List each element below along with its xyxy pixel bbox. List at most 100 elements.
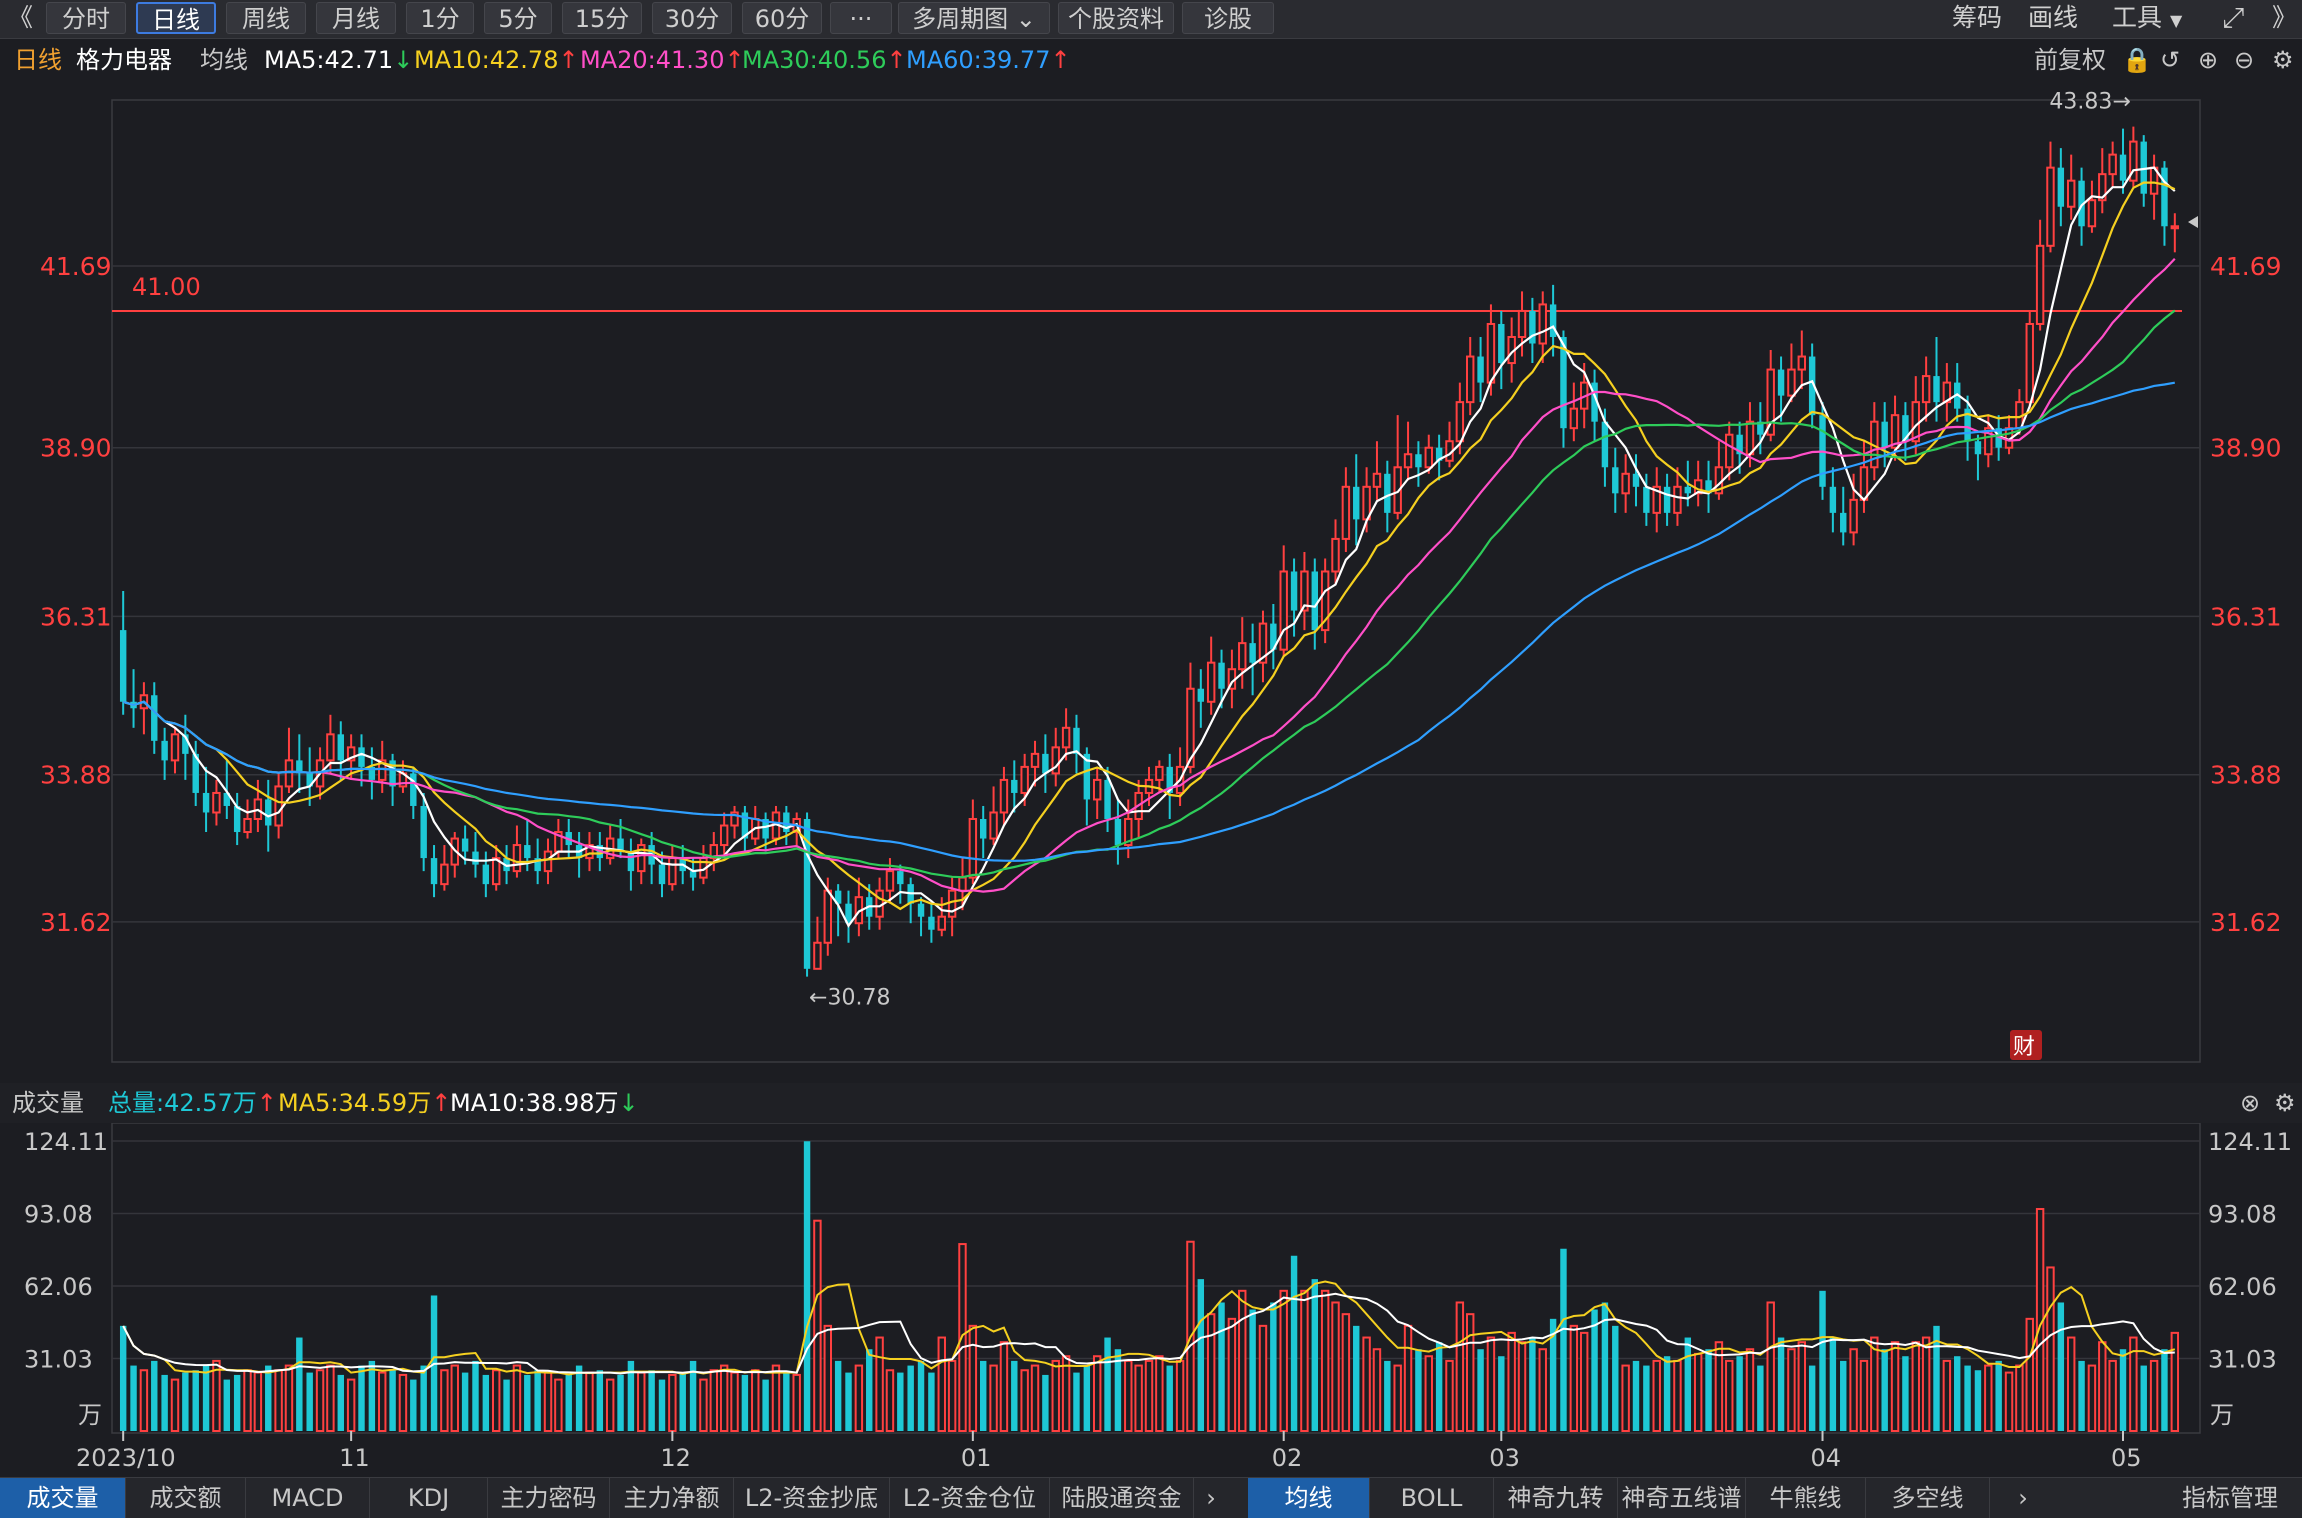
volume-bar xyxy=(875,1336,884,1433)
draw-button[interactable]: 画线 xyxy=(2028,3,2079,32)
volume-bar xyxy=(450,1364,459,1433)
candle-body xyxy=(1279,570,1288,651)
period-button[interactable]: 30分 xyxy=(652,2,732,34)
y-tick-label-right: 41.69 xyxy=(2210,252,2282,281)
period-button[interactable]: 周线 xyxy=(226,2,306,34)
volume-bar xyxy=(482,1374,490,1431)
indicator-tab[interactable]: MACD xyxy=(246,1478,370,1518)
period-button[interactable]: 分时 xyxy=(46,2,126,34)
reference-line-label: 41.00 xyxy=(132,273,201,301)
candle-body xyxy=(2025,322,2034,404)
x-tick-label: 04 xyxy=(1811,1444,1842,1472)
period-button[interactable]: 60分 xyxy=(742,2,822,34)
indicator-tab[interactable]: L2-资金抄底 xyxy=(734,1478,890,1518)
period-button[interactable]: 月线 xyxy=(316,2,396,34)
multi-period-button[interactable]: 多周期图 ⌄ xyxy=(898,2,1050,34)
volume-bar xyxy=(762,1379,769,1431)
back-icon[interactable]: 《 xyxy=(8,3,34,32)
indicator-tab[interactable]: 神奇九转 xyxy=(1494,1478,1618,1518)
ma60-text: MA60:39.77 xyxy=(906,46,1051,74)
collapse-icon[interactable]: 》 xyxy=(2272,3,2298,32)
gear-icon[interactable]: ⚙ xyxy=(2272,46,2294,74)
volume-bar xyxy=(792,1373,801,1432)
close-icon[interactable]: ⊗ xyxy=(2240,1089,2261,1117)
indicator-tab[interactable]: L2-资金仓位 xyxy=(890,1478,1050,1518)
indicator-tab[interactable]: 陆股通资金 xyxy=(1050,1478,1194,1518)
volume-bar xyxy=(1393,1364,1402,1433)
volume-bar xyxy=(575,1365,583,1431)
period-button[interactable]: 15分 xyxy=(562,2,642,34)
candle-body xyxy=(1353,486,1360,520)
candle-body xyxy=(689,871,697,878)
indicator-manage-button[interactable]: 指标管理 xyxy=(2182,1484,2278,1512)
indicator-tab[interactable]: KDJ xyxy=(370,1478,488,1518)
ma-label[interactable]: 均线 xyxy=(200,46,248,74)
candle-body xyxy=(1591,382,1598,422)
candle-body xyxy=(284,759,294,788)
chips-button[interactable]: 筹码 xyxy=(1952,3,2003,32)
volume-bar xyxy=(284,1364,294,1433)
undo-icon[interactable]: ↺ xyxy=(2160,46,2181,74)
indicator-tab[interactable]: 均线 xyxy=(1248,1478,1370,1518)
candle-body xyxy=(243,818,252,834)
volume-unit-left: 万 xyxy=(78,1401,102,1429)
indicator-tab[interactable]: 牛熊线 xyxy=(1746,1478,1866,1518)
chevron-right-icon[interactable]: › xyxy=(2018,1484,2028,1512)
candle-body xyxy=(834,890,842,904)
volume-bar xyxy=(543,1371,553,1432)
volume-bar xyxy=(1061,1355,1071,1432)
indicator-tab[interactable]: BOLL xyxy=(1370,1478,1494,1518)
volume-bar xyxy=(1601,1302,1609,1431)
volume-bar xyxy=(979,1360,987,1431)
period-button[interactable]: 1分 xyxy=(406,2,474,34)
gear-icon[interactable]: ⚙ xyxy=(2274,1089,2296,1117)
candlestick-chart[interactable]: 31.62 31.62 33.88 33.88 36.31 36.31 38.90 38.90… xyxy=(0,82,2302,1082)
chevron-right-icon[interactable]: › xyxy=(1206,1484,1216,1512)
adjust-button[interactable]: 前复权 xyxy=(2034,46,2106,74)
more-button[interactable]: ··· xyxy=(830,2,892,34)
volume-bar xyxy=(139,1369,149,1432)
volume-bar xyxy=(1881,1349,1888,1431)
candle-body xyxy=(1020,765,1029,794)
arrow-up-icon: ↑ xyxy=(558,46,579,74)
volume-bar xyxy=(2066,1336,2076,1433)
indicator-tab[interactable]: 成交额 xyxy=(126,1478,246,1518)
low-annotation: ←30.78 xyxy=(809,986,890,1011)
volume-bar xyxy=(1042,1374,1049,1431)
period-button[interactable]: 日线 xyxy=(136,2,216,34)
candle-body xyxy=(1560,337,1567,429)
candle-body xyxy=(783,812,790,833)
indicator-tab[interactable]: 神奇五线谱 xyxy=(1618,1478,1746,1518)
candle-body xyxy=(482,864,490,885)
diagnose-button[interactable]: 诊股 xyxy=(1182,2,1274,34)
indicator-tab[interactable]: 成交量 xyxy=(0,1478,126,1518)
candle-body xyxy=(1881,421,1888,448)
volume-bar xyxy=(1652,1359,1661,1432)
volume-bar xyxy=(1083,1365,1091,1431)
x-tick-label: 12 xyxy=(660,1444,691,1472)
volume-bar xyxy=(296,1337,303,1431)
volume-bar xyxy=(1829,1337,1837,1431)
volume-ma10-line xyxy=(122,1292,2175,1375)
indicator-tab[interactable]: 主力密码 xyxy=(488,1478,610,1518)
volume-bar xyxy=(897,1372,904,1431)
indicator-tab[interactable]: 多空线 xyxy=(1866,1478,1990,1518)
volume-bar xyxy=(813,1219,822,1432)
zoom-in-icon[interactable]: ⊕ xyxy=(2198,46,2219,74)
tools-button[interactable]: 工具 ▼ xyxy=(2112,2,2182,34)
lock-icon[interactable]: 🔒 xyxy=(2122,46,2152,74)
volume-bar xyxy=(1621,1364,1630,1433)
period-button[interactable]: 5分 xyxy=(484,2,552,34)
volume-chart[interactable]: 31.03 31.03 62.06 62.06 93.08 93.08 124.11 124.… xyxy=(0,1123,2302,1477)
candle-body xyxy=(2170,225,2180,230)
stock-info-button[interactable]: 个股资料 xyxy=(1058,2,1174,34)
candle-body xyxy=(2066,179,2076,208)
x-tick-label: 11 xyxy=(339,1444,370,1472)
volume-bar xyxy=(182,1372,189,1431)
volume-unit-right: 万 xyxy=(2210,1401,2234,1429)
indicator-tab[interactable]: 主力净额 xyxy=(610,1478,734,1518)
zoom-out-icon[interactable]: ⊖ xyxy=(2234,46,2255,74)
fullscreen-icon[interactable]: ⤢ xyxy=(2222,1,2245,34)
volume-bar xyxy=(202,1365,210,1431)
volume-bar xyxy=(1745,1348,1755,1432)
